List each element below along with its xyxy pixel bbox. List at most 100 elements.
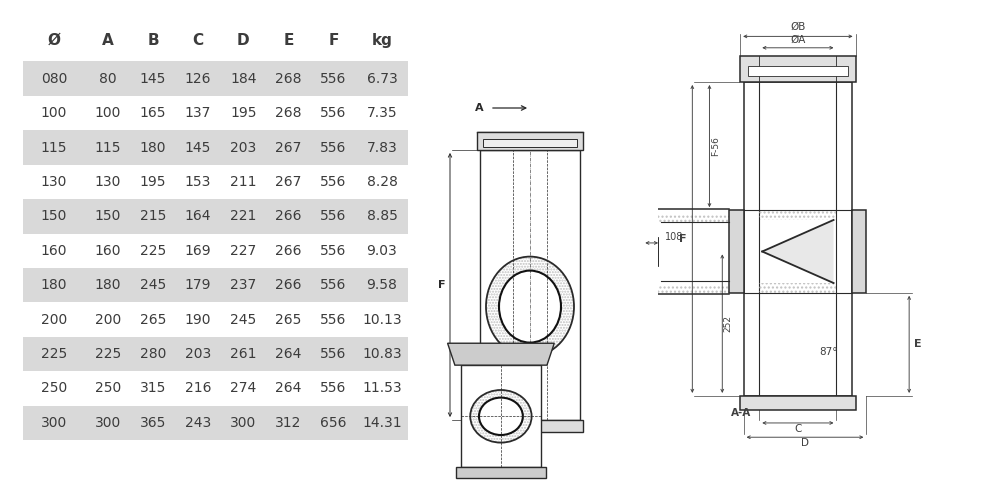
Bar	[23, 164, 408, 199]
Text: 200: 200	[41, 312, 67, 326]
Text: 153: 153	[185, 175, 211, 189]
Text: C: C	[794, 424, 802, 434]
Text: 215: 215	[140, 210, 166, 224]
Text: 315: 315	[140, 382, 166, 396]
Text: 100: 100	[95, 106, 121, 120]
Text: ØA: ØA	[790, 35, 806, 45]
Text: 8.28: 8.28	[367, 175, 397, 189]
Bar	[483, 139, 577, 147]
Text: 556: 556	[320, 175, 347, 189]
Text: 264: 264	[275, 382, 302, 396]
Text: 225: 225	[41, 347, 67, 361]
Text: 300: 300	[230, 416, 256, 430]
Text: 556: 556	[320, 244, 347, 258]
Text: 184: 184	[230, 72, 257, 86]
Text: A-A: A-A	[731, 408, 751, 418]
Bar	[23, 96, 408, 130]
Text: 7.35: 7.35	[367, 106, 397, 120]
Bar	[23, 62, 408, 96]
Bar	[642, 208, 651, 294]
Bar	[748, 66, 848, 76]
Bar	[23, 337, 408, 371]
Text: 6.73: 6.73	[367, 72, 397, 86]
Text: 312: 312	[275, 416, 302, 430]
Text: 243: 243	[185, 416, 211, 430]
Text: kg: kg	[372, 33, 392, 48]
Text: 268: 268	[275, 106, 302, 120]
Text: A: A	[475, 451, 484, 461]
Text: 237: 237	[230, 278, 256, 292]
Text: 190: 190	[185, 312, 211, 326]
Bar	[23, 302, 408, 337]
Text: E: E	[914, 340, 922, 349]
Text: 180: 180	[95, 278, 121, 292]
Bar	[729, 210, 744, 293]
Text: 556: 556	[320, 72, 347, 86]
Text: 225: 225	[95, 347, 121, 361]
Text: 115: 115	[41, 140, 67, 154]
Text: 274: 274	[230, 382, 256, 396]
Text: 080: 080	[41, 72, 67, 86]
Text: 265: 265	[140, 312, 166, 326]
Text: 169: 169	[185, 244, 211, 258]
Text: 225: 225	[140, 244, 166, 258]
Text: F: F	[438, 280, 446, 290]
Text: 180: 180	[41, 278, 67, 292]
Text: 556: 556	[320, 106, 347, 120]
Text: 160: 160	[95, 244, 121, 258]
Bar	[23, 234, 408, 268]
Bar	[759, 210, 836, 220]
Bar	[740, 396, 856, 410]
Text: 7.83: 7.83	[367, 140, 397, 154]
Bar	[480, 150, 580, 420]
Bar	[563, 150, 580, 420]
Bar	[852, 210, 866, 293]
Text: 227: 227	[230, 244, 256, 258]
Text: D: D	[237, 33, 250, 48]
Text: B: B	[147, 33, 159, 48]
Text: ØB: ØB	[790, 22, 806, 32]
Text: 656: 656	[320, 416, 347, 430]
Bar	[477, 420, 583, 432]
Text: 300: 300	[41, 416, 67, 430]
Text: 150: 150	[41, 210, 67, 224]
Bar	[744, 82, 759, 396]
Bar	[456, 468, 546, 477]
Text: 150: 150	[95, 210, 121, 224]
Text: 137: 137	[185, 106, 211, 120]
Ellipse shape	[479, 398, 523, 435]
Text: 164: 164	[185, 210, 211, 224]
Text: Ø: Ø	[48, 33, 61, 48]
Text: 130: 130	[95, 175, 121, 189]
Polygon shape	[762, 220, 834, 283]
Text: 280: 280	[140, 347, 166, 361]
Text: 556: 556	[320, 347, 347, 361]
Text: 216: 216	[185, 382, 211, 396]
Bar	[23, 199, 408, 234]
Text: 245: 245	[230, 312, 256, 326]
Text: 245: 245	[140, 278, 166, 292]
Bar	[23, 406, 408, 440]
Text: 160: 160	[41, 244, 67, 258]
Bar	[461, 365, 541, 468]
Text: 556: 556	[320, 210, 347, 224]
Text: A: A	[102, 33, 114, 48]
Text: F: F	[328, 33, 339, 48]
Text: D: D	[801, 438, 809, 448]
Bar	[23, 130, 408, 164]
Text: 268: 268	[275, 72, 302, 86]
Text: 11.53: 11.53	[362, 382, 402, 396]
Text: 264: 264	[275, 347, 302, 361]
Text: 80: 80	[99, 72, 117, 86]
Text: 221: 221	[230, 210, 256, 224]
Bar	[630, 237, 644, 266]
Text: 100: 100	[41, 106, 67, 120]
Text: 203: 203	[185, 347, 211, 361]
Polygon shape	[448, 343, 554, 365]
Bar	[23, 371, 408, 406]
Bar	[836, 82, 852, 396]
Text: 8.85: 8.85	[367, 210, 397, 224]
Bar	[855, 210, 866, 293]
Bar	[759, 284, 836, 293]
Text: 145: 145	[140, 72, 166, 86]
